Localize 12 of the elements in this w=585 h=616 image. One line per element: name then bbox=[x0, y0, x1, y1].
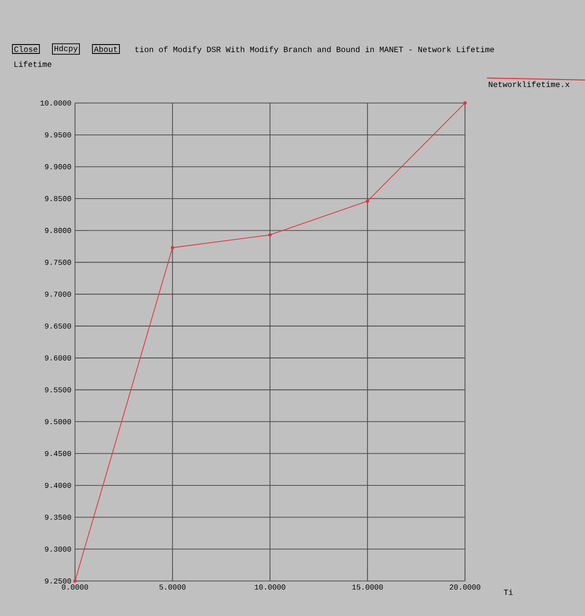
text: Hdcpy bbox=[54, 45, 78, 53]
text: Networklifetime.x bbox=[488, 81, 570, 88]
text: About bbox=[94, 46, 118, 52]
point bbox=[268, 233, 272, 237]
x-axis-title: Ti bbox=[504, 589, 513, 595]
point bbox=[73, 579, 77, 583]
text: Close bbox=[14, 46, 38, 52]
chart-title: tion of Modify DSR With Modify Branch and Bound in MANET - Network Lifetime bbox=[135, 46, 494, 54]
point bbox=[463, 101, 467, 105]
point bbox=[366, 199, 370, 203]
point bbox=[170, 246, 174, 250]
y-axis-title: Lifetime bbox=[14, 61, 52, 67]
